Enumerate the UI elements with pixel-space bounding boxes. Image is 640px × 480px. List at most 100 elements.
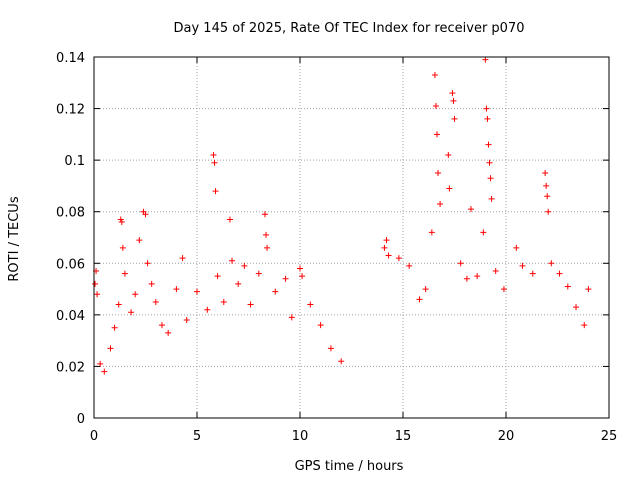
data-point [121,270,128,277]
plot-frame [93,56,610,419]
chart-title: Day 145 of 2025, Rate Of TEC Index for r… [174,21,525,36]
data-point [585,286,592,293]
data-point [317,322,324,329]
data-point [307,301,314,308]
data-point [158,322,165,329]
data-point [416,296,423,303]
data-point [288,314,295,321]
data-point [220,298,227,305]
data-point [548,260,555,267]
data-point [381,244,388,251]
data-point [235,280,242,287]
data-point [581,322,588,329]
data-point [229,257,236,264]
data-point [385,252,392,259]
data-point [482,56,489,63]
data-point [101,368,108,375]
data-point [451,115,458,122]
data-point [97,360,104,367]
data-point [144,260,151,267]
data-point [450,97,457,104]
y-tick-label: 0 [77,412,85,427]
data-point [545,208,552,215]
data-point [136,237,143,244]
data-point [480,229,487,236]
data-point [299,273,306,280]
data-point [173,286,180,293]
data-point [119,244,126,251]
data-point [132,291,139,298]
x-tick-label: 25 [601,429,618,444]
data-point [484,115,491,122]
data-point [241,262,248,269]
data-point [255,270,262,277]
data-point [338,358,345,365]
data-point [194,288,200,295]
data-point [211,159,218,166]
data-point [492,268,499,275]
data-point [142,211,149,218]
data-point [428,229,435,236]
data-point [111,324,118,331]
data-point [210,151,217,158]
x-axis-label: GPS time / hours [295,459,404,474]
data-point [435,170,442,177]
data-point [556,270,563,277]
data-point [564,283,571,290]
data-point [457,260,464,267]
data-point [94,291,101,298]
data-point [212,188,219,195]
data-point [406,262,413,269]
data-point [118,219,125,226]
data-point [247,301,254,308]
data-point [433,131,440,138]
data-point [544,193,551,200]
x-tick-label: 10 [292,429,309,444]
data-point [437,200,444,207]
data-point [226,216,233,223]
data-point [463,275,470,282]
data-point [422,286,429,293]
data-point [529,270,536,277]
axis-ticks: 0 5 10 15 20 25 0 0.02 0.04 0.06 0.08 0.1 0.12 0.14 [56,51,617,444]
data-point [395,255,402,262]
y-tick-label: 0.12 [56,103,85,118]
data-point [297,265,303,272]
y-axis-label: ROTI / TECUs [7,196,22,281]
data-point [148,280,155,287]
data-point [327,345,334,352]
data-point [431,72,438,79]
data-point [488,195,495,202]
data-point [474,273,481,280]
data-point [261,211,268,218]
data-point [485,141,492,148]
data-point [383,237,390,244]
data-point [449,90,456,97]
data-point [543,182,550,189]
data-point [107,345,114,352]
data-point [445,151,452,158]
data-point [263,231,270,238]
data-point [483,105,490,112]
data-point [282,275,289,282]
x-tick-label: 20 [498,429,515,444]
data-point [128,309,135,316]
data-point [519,262,526,269]
data-point [214,273,221,280]
data-point [117,216,124,223]
data-point [264,244,271,251]
data-point [542,170,549,177]
data-point [204,306,211,313]
data-point [486,159,493,166]
y-tick-label: 0.14 [56,51,85,66]
data-point [500,286,507,293]
data-point [573,304,580,311]
data-point [432,102,439,109]
x-tick-label: 5 [193,429,201,444]
data-point [467,206,474,213]
x-tick-label: 15 [395,429,412,444]
data-point [446,185,453,192]
data-point [272,288,279,295]
data-point [183,317,190,324]
